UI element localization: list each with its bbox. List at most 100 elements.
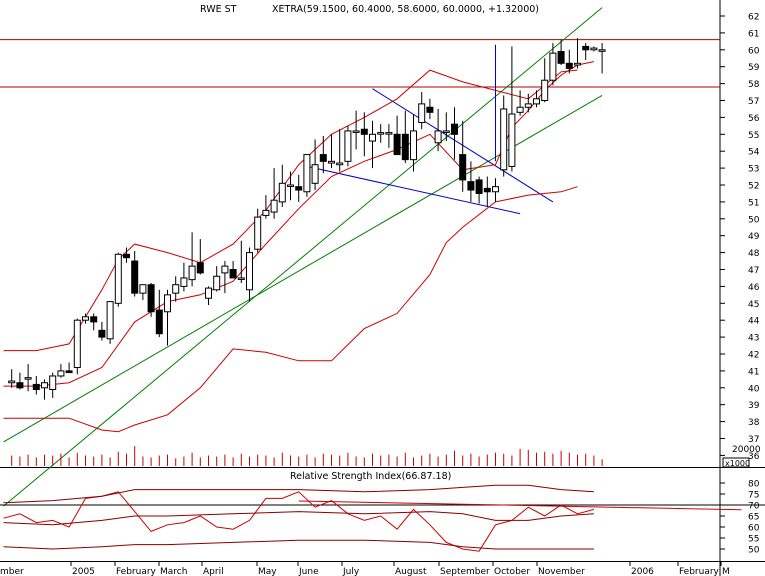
price-tick-label: 56 bbox=[748, 114, 760, 124]
price-tick-label: 50 bbox=[748, 215, 760, 225]
price-tick-label: 62 bbox=[748, 13, 759, 23]
x-tick-label: 2006 bbox=[631, 567, 654, 576]
candle-body bbox=[418, 103, 426, 123]
rsi-tick-label: 55 bbox=[748, 535, 759, 545]
candle-body bbox=[303, 154, 311, 193]
price-tick-label: 52 bbox=[748, 182, 759, 192]
candle-body bbox=[164, 294, 171, 313]
x-tick-label: June bbox=[298, 567, 319, 576]
price-tick-label: 36 bbox=[748, 452, 760, 462]
price-tick-label: 38 bbox=[748, 418, 760, 428]
candle-body bbox=[180, 277, 188, 287]
chart-symbol: RWE ST bbox=[200, 4, 237, 15]
x-tick-label: September bbox=[440, 567, 490, 576]
candle-body bbox=[524, 103, 532, 108]
candle-body bbox=[492, 186, 499, 193]
candle-body bbox=[500, 108, 508, 171]
candle-body bbox=[319, 154, 327, 162]
x-tick-label: M bbox=[722, 567, 730, 576]
volume-tick-label: 20000 bbox=[732, 445, 761, 455]
rsi-tick-label: 60 bbox=[748, 524, 760, 534]
price-tick-label: 55 bbox=[748, 131, 759, 141]
price-tick-label: 60 bbox=[748, 46, 760, 56]
price-tick-label: 59 bbox=[748, 63, 760, 73]
trend-line bbox=[3, 7, 603, 507]
candle-body bbox=[73, 319, 81, 369]
candle-body bbox=[451, 123, 458, 135]
rsi-tick-label: 70 bbox=[748, 502, 760, 512]
candle-body bbox=[131, 260, 139, 294]
price-tick-label: 41 bbox=[748, 367, 759, 377]
bollinger-lower-line bbox=[3, 186, 578, 433]
candle-body bbox=[475, 179, 483, 194]
volume-panel: 20000 x1000 bbox=[11, 445, 761, 468]
candle-body bbox=[221, 265, 229, 274]
rsi-title: Relative Strength Index(66.87.18) bbox=[290, 471, 451, 482]
price-tick-label: 49 bbox=[748, 232, 760, 242]
x-tick-label: February bbox=[116, 567, 157, 576]
chart-quote: XETRA(59.1500, 60.4000, 58.6000, 60.0000… bbox=[272, 4, 539, 15]
candle-body bbox=[360, 128, 368, 135]
candle-body bbox=[229, 269, 237, 279]
candle-body bbox=[582, 45, 590, 51]
candle-body bbox=[24, 377, 32, 380]
candle-body bbox=[213, 275, 221, 291]
x-tick-label: May bbox=[258, 567, 277, 576]
candle-body bbox=[508, 113, 516, 167]
rsi-band-upper-line bbox=[3, 484, 594, 504]
price-tick-label: 40 bbox=[748, 384, 760, 394]
x-tick-label: July bbox=[342, 567, 360, 576]
candle-body bbox=[483, 187, 491, 193]
candle-body bbox=[16, 382, 24, 389]
candle-body bbox=[434, 130, 442, 144]
trend-line bbox=[306, 165, 521, 215]
x-tick-label: mber bbox=[0, 567, 24, 576]
candle-body bbox=[328, 160, 335, 164]
price-tick-label: 45 bbox=[748, 300, 759, 310]
candle-body bbox=[557, 50, 565, 64]
price-tick-label: 47 bbox=[748, 266, 759, 276]
candle-body bbox=[598, 49, 606, 52]
candle-body bbox=[287, 184, 294, 187]
candle-body bbox=[533, 98, 540, 105]
candle-body bbox=[352, 130, 360, 133]
price-tick-label: 46 bbox=[748, 283, 760, 293]
candle-body bbox=[172, 284, 180, 294]
candle-body bbox=[516, 106, 524, 113]
candle-body bbox=[237, 277, 245, 280]
x-tick-label: April bbox=[203, 567, 224, 576]
price-tick-label: 51 bbox=[748, 198, 759, 208]
candle-body bbox=[90, 316, 98, 323]
candle-body bbox=[139, 284, 147, 294]
candle-body bbox=[295, 186, 303, 191]
candle-body bbox=[188, 265, 196, 281]
price-tick-label: 54 bbox=[748, 148, 760, 158]
candle-body bbox=[590, 47, 598, 51]
rsi-tick-label: 65 bbox=[748, 513, 759, 523]
price-panel: 62 61 60 59 58 57 56 55 54 53 52 51 50 49 48 47 46 45 44 43… bbox=[0, 7, 760, 507]
candle-body bbox=[57, 370, 65, 377]
rsi-tick-label: 50 bbox=[748, 546, 760, 556]
volume-unit-label: x1000 bbox=[725, 459, 750, 468]
candle-body bbox=[393, 133, 401, 156]
price-tick-label: 53 bbox=[748, 165, 759, 175]
candle-body bbox=[98, 329, 106, 338]
candle-body bbox=[549, 52, 557, 81]
price-tick-label: 58 bbox=[748, 80, 760, 90]
candle-body bbox=[246, 252, 253, 291]
candle-body bbox=[8, 380, 16, 384]
x-axis: mber 2005 February March April May June July Aug… bbox=[0, 562, 730, 576]
candle-body bbox=[541, 79, 549, 102]
volume-unit-box bbox=[722, 457, 750, 468]
candle-body bbox=[311, 164, 319, 184]
rsi-tick-label: 80 bbox=[748, 480, 760, 490]
candle-body bbox=[401, 133, 409, 161]
candle-body bbox=[82, 316, 89, 321]
candle-body bbox=[155, 309, 163, 335]
x-tick-label: 2005 bbox=[72, 567, 95, 576]
candle-body bbox=[254, 216, 262, 250]
candle-body bbox=[426, 106, 434, 113]
price-tick-label: 37 bbox=[748, 435, 759, 445]
price-tick-label: 39 bbox=[748, 401, 760, 411]
